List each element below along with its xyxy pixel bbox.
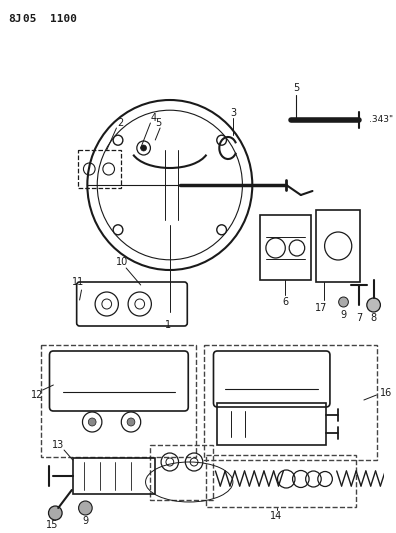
Circle shape xyxy=(78,501,92,515)
Bar xyxy=(41,345,196,457)
Circle shape xyxy=(141,145,147,151)
Circle shape xyxy=(49,506,62,520)
Text: 05  1100: 05 1100 xyxy=(23,14,77,24)
Bar xyxy=(206,455,356,507)
Text: 15: 15 xyxy=(46,520,59,530)
Circle shape xyxy=(113,135,123,145)
Text: 6: 6 xyxy=(282,297,288,307)
Text: 8: 8 xyxy=(371,313,377,323)
Text: 17: 17 xyxy=(315,303,327,313)
Text: 12: 12 xyxy=(30,390,43,400)
Bar xyxy=(73,458,155,494)
Text: 2: 2 xyxy=(117,118,124,128)
Text: 5: 5 xyxy=(155,118,161,128)
Bar xyxy=(260,215,310,280)
Text: 9: 9 xyxy=(341,310,346,320)
Text: 9: 9 xyxy=(82,516,88,526)
Bar xyxy=(316,210,360,282)
Circle shape xyxy=(217,135,227,145)
Text: 16: 16 xyxy=(381,388,393,398)
Circle shape xyxy=(339,297,348,307)
Text: 14: 14 xyxy=(270,511,283,521)
Text: 7: 7 xyxy=(356,313,362,323)
Text: 4: 4 xyxy=(150,113,156,123)
Text: 13: 13 xyxy=(52,440,64,450)
Circle shape xyxy=(217,225,227,235)
Bar xyxy=(78,150,121,188)
Text: 5: 5 xyxy=(293,83,299,93)
Bar xyxy=(150,445,213,500)
Text: 8J: 8J xyxy=(8,14,21,24)
Text: 11: 11 xyxy=(72,277,84,287)
Circle shape xyxy=(367,298,381,312)
Text: 10: 10 xyxy=(116,257,128,267)
Circle shape xyxy=(88,418,96,426)
Circle shape xyxy=(127,418,135,426)
Text: 3: 3 xyxy=(230,108,236,118)
Text: .343": .343" xyxy=(369,116,393,125)
Bar xyxy=(217,403,326,445)
Circle shape xyxy=(113,225,123,235)
Text: 1: 1 xyxy=(165,320,171,330)
Bar xyxy=(204,345,377,460)
